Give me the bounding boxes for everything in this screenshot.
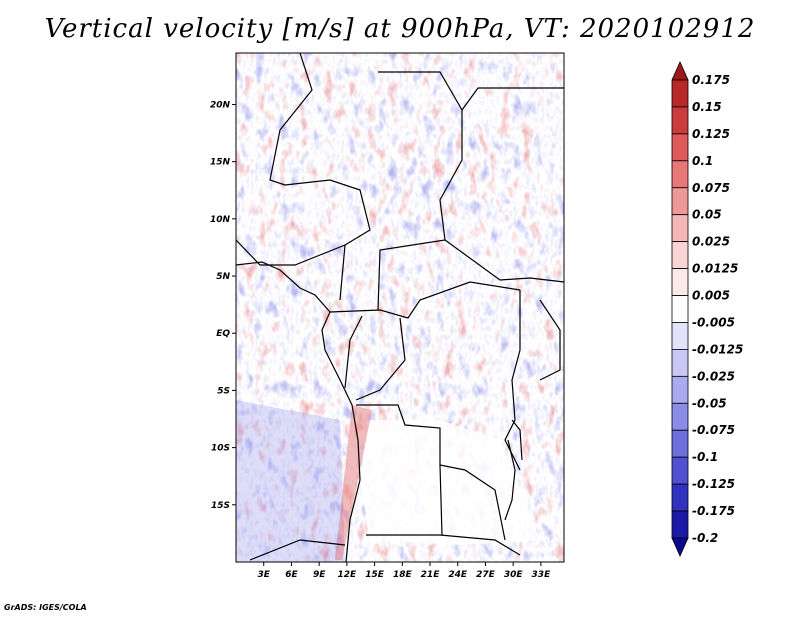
lon-tick-label: 15E [365,570,385,580]
colorbar-label: 0.15 [692,100,722,114]
colorbar-top-arrow [671,61,689,81]
colorbar-label: 0.125 [692,127,730,141]
lon-tick-label: 27E [476,570,496,580]
colorbar-box [671,483,689,512]
lon-tick-label: 18E [393,570,413,580]
lat-tick-label: 15S [211,501,230,511]
colorbar-box [671,214,689,243]
colorbar-box [671,402,689,431]
colorbar-label: 0.005 [692,289,730,303]
colorbar-box [671,160,689,189]
map-frame [235,52,565,563]
colorbar-box [671,375,689,404]
colorbar-box [671,349,689,377]
colorbar-label: 0.05 [692,208,722,222]
lon-tick-label: 6E [285,570,298,580]
lon-tick-label: 12E [338,570,358,580]
colorbar-box [671,241,689,269]
colorbar-label: 0.0125 [692,262,738,276]
colorbar-box [671,187,689,216]
lon-tick-label: 9E [313,570,326,580]
lon-tick-label: 30E [504,570,524,580]
colorbar-box [671,79,689,108]
descent-band [236,400,345,562]
calm-region [360,420,540,545]
colorbar-label: 0.025 [692,235,730,249]
colorbar: 0.175 0.15 0.125 0.1 0.075 0.05 0.025 0.0125 0.0… [671,61,743,557]
lat-tick-label: 10S [211,444,230,454]
colorbar-label: 0.075 [692,181,730,195]
colorbar-label: -0.175 [692,504,735,518]
longitude-axis: 3E 6E 9E 12E 15E 18E 21E 24E 27E 30E 33E [258,562,552,580]
colorbar-label: -0.025 [692,369,735,383]
lon-tick-label: 3E [258,570,271,580]
colorbar-label: -0.075 [692,423,735,437]
colorbar-box [671,429,689,458]
lat-tick-label: 5S [217,386,230,396]
ascent-streak [335,405,372,560]
map-field [236,53,564,562]
colorbar-label: 0.1 [692,154,713,168]
lat-tick-label: 20N [210,100,231,110]
colorbar-box [671,295,689,323]
colorbar-box [671,106,689,135]
colorbar-box [671,268,689,296]
colorbar-label: -0.1 [692,450,718,464]
lat-tick-label: 10N [210,215,231,225]
colorbar-label: -0.05 [692,396,727,410]
colorbar-label: -0.0125 [692,342,743,356]
colorbar-bottom-arrow [671,537,689,557]
lon-tick-label: 33E [532,570,552,580]
lon-tick-label: 24E [448,570,468,580]
lat-tick-label: EQ [216,329,230,339]
colorbar-label: -0.005 [692,315,735,329]
chart-title: Vertical velocity [m/s] at 900hPa, VT: 2… [44,14,756,44]
colorbar-label: -0.2 [692,531,718,545]
colorbar-box [671,456,689,485]
lat-tick-label: 15N [210,158,231,168]
lon-tick-label: 21E [421,570,441,580]
colorbar-label: -0.125 [692,477,735,491]
colorbar-box [671,133,689,162]
lat-tick-label: 5N [216,272,230,282]
colorbar-box [671,322,689,350]
country-borders [236,53,564,561]
coastlines [236,261,523,562]
colorbar-box [671,510,689,539]
footer-credit: GrADS: IGES/COLA [4,603,87,612]
latitude-axis: 20N 15N 10N 5N EQ 5S 10S 15S [210,100,236,511]
colorbar-label: 0.175 [692,73,730,87]
